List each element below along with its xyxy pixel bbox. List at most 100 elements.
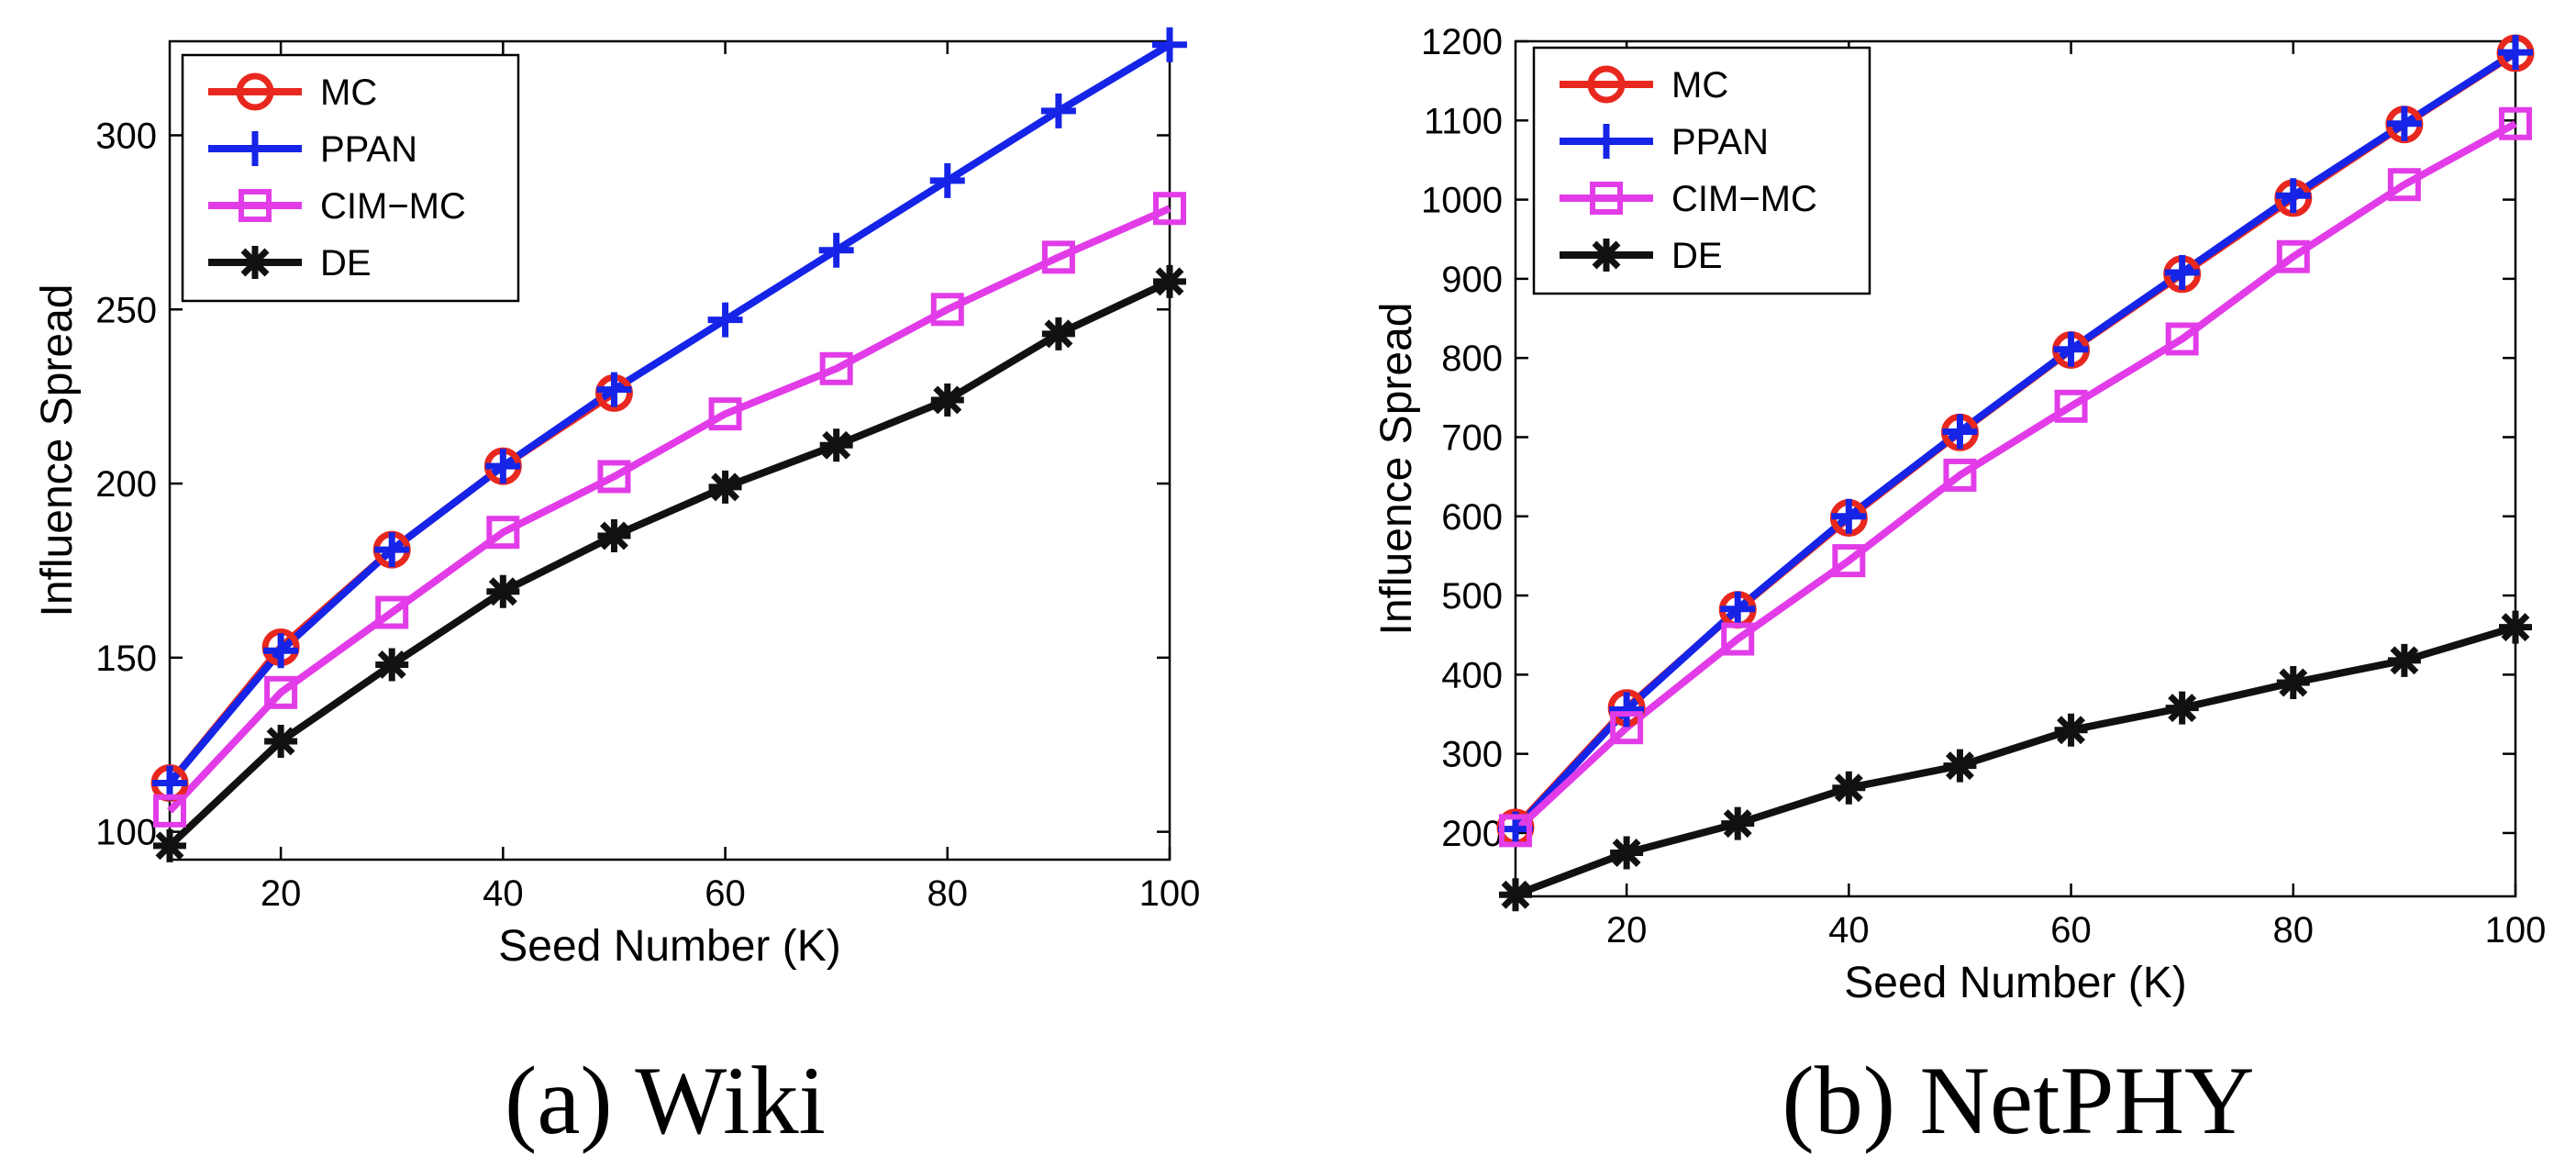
- series-line-cim-mc: [167, 205, 1171, 814]
- y-tick-label: 250: [95, 290, 157, 330]
- legend-label: DE: [1671, 236, 1723, 276]
- legend-item: PPAN: [208, 129, 417, 170]
- data-point: [264, 724, 298, 758]
- data-point: [2165, 322, 2199, 356]
- legend-item: MC: [1560, 65, 1728, 106]
- data-point: [708, 470, 742, 504]
- legend-item: PPAN: [1560, 122, 1769, 162]
- x-axis-label: Seed Number (K): [1844, 959, 2186, 1007]
- y-tick-label: 900: [1441, 260, 1503, 300]
- data-point: [486, 516, 520, 550]
- data-point: [2387, 168, 2421, 202]
- data-point: [2054, 713, 2088, 747]
- legend-label: DE: [320, 243, 372, 283]
- data-point: [486, 574, 520, 608]
- data-point: [1831, 498, 1867, 534]
- y-tick-label: 1100: [1424, 101, 1503, 141]
- data-point: [818, 232, 854, 268]
- data-point: [929, 162, 965, 198]
- legend-label: CIM−MC: [320, 186, 466, 227]
- x-tick-label: 20: [261, 873, 302, 914]
- data-point: [2053, 331, 2089, 367]
- y-tick-label: 300: [1441, 735, 1503, 775]
- series-line-de: [1514, 623, 2517, 899]
- series-line-de: [167, 278, 1171, 849]
- data-point: [153, 794, 186, 828]
- legend-label: MC: [320, 72, 377, 113]
- data-point: [1499, 878, 1532, 912]
- plot-area-frame: [168, 39, 1171, 861]
- data-point: [2499, 106, 2532, 140]
- x-tick-label: 100: [2485, 910, 2547, 950]
- data-point: [819, 351, 853, 385]
- data-point: [1041, 317, 1075, 350]
- data-point: [1942, 414, 1978, 450]
- data-point: [930, 383, 964, 417]
- data-point: [1720, 591, 1756, 627]
- legend-label: CIM−MC: [1671, 179, 1817, 219]
- data-point: [1943, 749, 1977, 783]
- data-point: [1040, 93, 1076, 128]
- data-point: [597, 460, 631, 494]
- legend-marker: [1590, 182, 1623, 215]
- y-tick-label: 700: [1441, 417, 1503, 458]
- data-point: [708, 397, 742, 431]
- legend-label: PPAN: [320, 129, 417, 170]
- y-tick-label: 400: [1441, 655, 1503, 695]
- data-point: [2386, 106, 2422, 141]
- data-point: [2054, 389, 2088, 423]
- series-points-cim-mc: [153, 192, 1186, 828]
- data-point: [375, 595, 409, 629]
- data-point: [485, 449, 521, 484]
- data-point: [596, 372, 632, 407]
- x-tick-label: 60: [2050, 910, 2092, 950]
- data-point: [1610, 711, 1644, 745]
- y-tick-label: 800: [1441, 339, 1503, 379]
- x-tick-label: 60: [705, 873, 746, 914]
- series-points-cim-mc: [1499, 106, 2532, 848]
- series-line-ppan: [1513, 49, 2518, 832]
- data-point: [153, 828, 186, 862]
- series-line-cim-mc: [1513, 120, 2517, 834]
- y-tick-label: 500: [1441, 576, 1503, 617]
- data-point: [2499, 610, 2532, 644]
- data-point: [2275, 178, 2311, 214]
- data-point: [375, 648, 409, 682]
- chart-panel-2: 20 40 60 80 100 200 300 400 500 600 700 800 900 1000 1…: [1372, 22, 2546, 1154]
- legend-item: DE: [1560, 236, 1723, 276]
- series-line-mc: [166, 390, 616, 786]
- series-line-ppan: [166, 41, 1172, 786]
- legend-item: CIM−MC: [208, 186, 466, 227]
- x-axis-label: Seed Number (K): [498, 922, 840, 971]
- legend-item: MC: [208, 72, 377, 113]
- y-tick-label: 150: [95, 639, 157, 679]
- y-axis-label: Influence Spread: [1372, 303, 1421, 636]
- y-tick-label: 200: [1441, 814, 1503, 854]
- legend-item: CIM−MC: [1560, 179, 1817, 219]
- data-point: [374, 532, 410, 568]
- data-point: [1721, 806, 1755, 840]
- legend-marker: [1587, 65, 1626, 104]
- data-point: [264, 675, 298, 709]
- data-point: [1943, 458, 1977, 492]
- series-points-mc: [150, 373, 633, 802]
- data-point: [2165, 691, 2199, 725]
- x-tick-label: 20: [1606, 910, 1648, 950]
- x-tick-label: 40: [1828, 910, 1870, 950]
- series-points-de: [153, 264, 1186, 862]
- data-point: [1609, 692, 1645, 728]
- data-point: [819, 428, 853, 462]
- data-point: [1832, 771, 1866, 805]
- data-point: [1152, 27, 1187, 62]
- legend-marker: [236, 72, 274, 111]
- legend: MC PPAN CIM−MC DE: [181, 53, 520, 303]
- y-tick-label: 600: [1441, 497, 1503, 538]
- data-point: [597, 518, 631, 552]
- data-point: [2164, 254, 2200, 290]
- chart-panel-1: 20 40 60 80 100 100 150 200 250 300 Seed Number (K…: [33, 27, 1200, 1154]
- legend-item: DE: [208, 243, 372, 283]
- series-points-ppan: [1498, 35, 2533, 847]
- subfigure-caption: (b) NetPHY: [1782, 1047, 2254, 1154]
- legend-marker: [1590, 239, 1623, 272]
